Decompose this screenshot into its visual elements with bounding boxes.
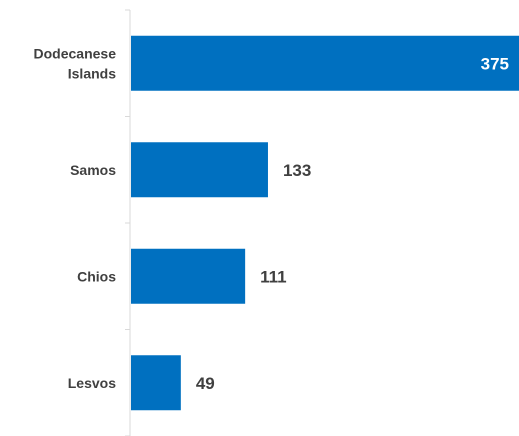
bar-dodecanese-islands — [131, 35, 519, 91]
category-label: Dodecanese Islands — [34, 45, 117, 81]
chart-axis — [125, 9, 131, 436]
data-label: 133 — [283, 161, 311, 180]
category-label: Samos — [70, 162, 116, 178]
data-label: 375 — [481, 54, 509, 73]
category-label: Chios — [77, 268, 116, 284]
bar-lesvos — [131, 355, 181, 411]
bar-samos — [131, 142, 268, 198]
chart-bars — [131, 35, 519, 411]
category-label: Lesvos — [68, 375, 116, 391]
data-label: 49 — [196, 374, 215, 393]
chart-labels: Dodecanese Islands 375 Samos 133 Chios 111 Lesv… — [34, 45, 509, 393]
data-label: 111 — [260, 267, 287, 286]
bar-chios — [131, 248, 246, 304]
